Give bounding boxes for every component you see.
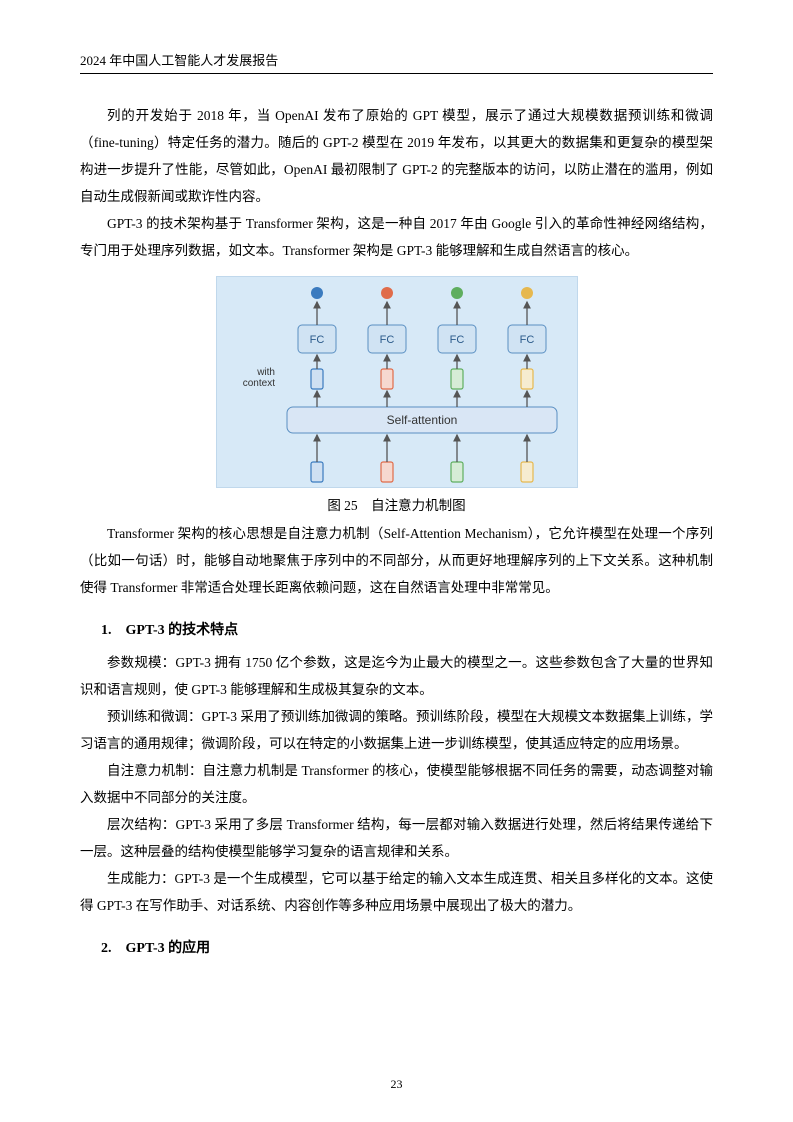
svg-text:FC: FC <box>379 334 394 346</box>
heading-tech-features: 1. GPT-3 的技术特点 <box>101 619 713 639</box>
svg-text:FC: FC <box>449 334 464 346</box>
svg-text:context: context <box>242 378 274 389</box>
svg-text:Self-attention: Self-attention <box>386 413 457 427</box>
svg-text:FC: FC <box>519 334 534 346</box>
svg-text:FC: FC <box>309 334 324 346</box>
figure-caption: 图 25 自注意力机制图 <box>80 494 713 514</box>
page-header: 2024 年中国人工智能人才发展报告 <box>80 50 713 74</box>
figure-self-attention: Self-attention withcontext FC FC FC FC <box>80 276 713 488</box>
paragraph: Transformer 架构的核心思想是自注意力机制（Self-Attentio… <box>80 520 713 601</box>
paragraph: 列的开发始于 2018 年，当 OpenAI 发布了原始的 GPT 模型，展示了… <box>80 102 713 210</box>
paragraph: 生成能力：GPT-3 是一个生成模型，它可以基于给定的输入文本生成连贯、相关且多… <box>80 865 713 919</box>
paragraph: 自注意力机制：自注意力机制是 Transformer 的核心，使模型能够根据不同… <box>80 757 713 811</box>
heading-applications: 2. GPT-3 的应用 <box>101 937 713 957</box>
paragraph: 层次结构：GPT-3 采用了多层 Transformer 结构，每一层都对输入数… <box>80 811 713 865</box>
paragraph: 参数规模：GPT-3 拥有 1750 亿个参数，这是迄今为止最大的模型之一。这些… <box>80 649 713 703</box>
page-number: 23 <box>0 1077 793 1092</box>
svg-text:with: with <box>256 367 275 378</box>
paragraph: GPT-3 的技术架构基于 Transformer 架构，这是一种自 2017 … <box>80 210 713 264</box>
self-attention-diagram: Self-attention withcontext FC FC FC FC <box>217 277 577 487</box>
paragraph: 预训练和微调：GPT-3 采用了预训练加微调的策略。预训练阶段，模型在大规模文本… <box>80 703 713 757</box>
diagram-canvas: Self-attention withcontext FC FC FC FC <box>216 276 578 488</box>
